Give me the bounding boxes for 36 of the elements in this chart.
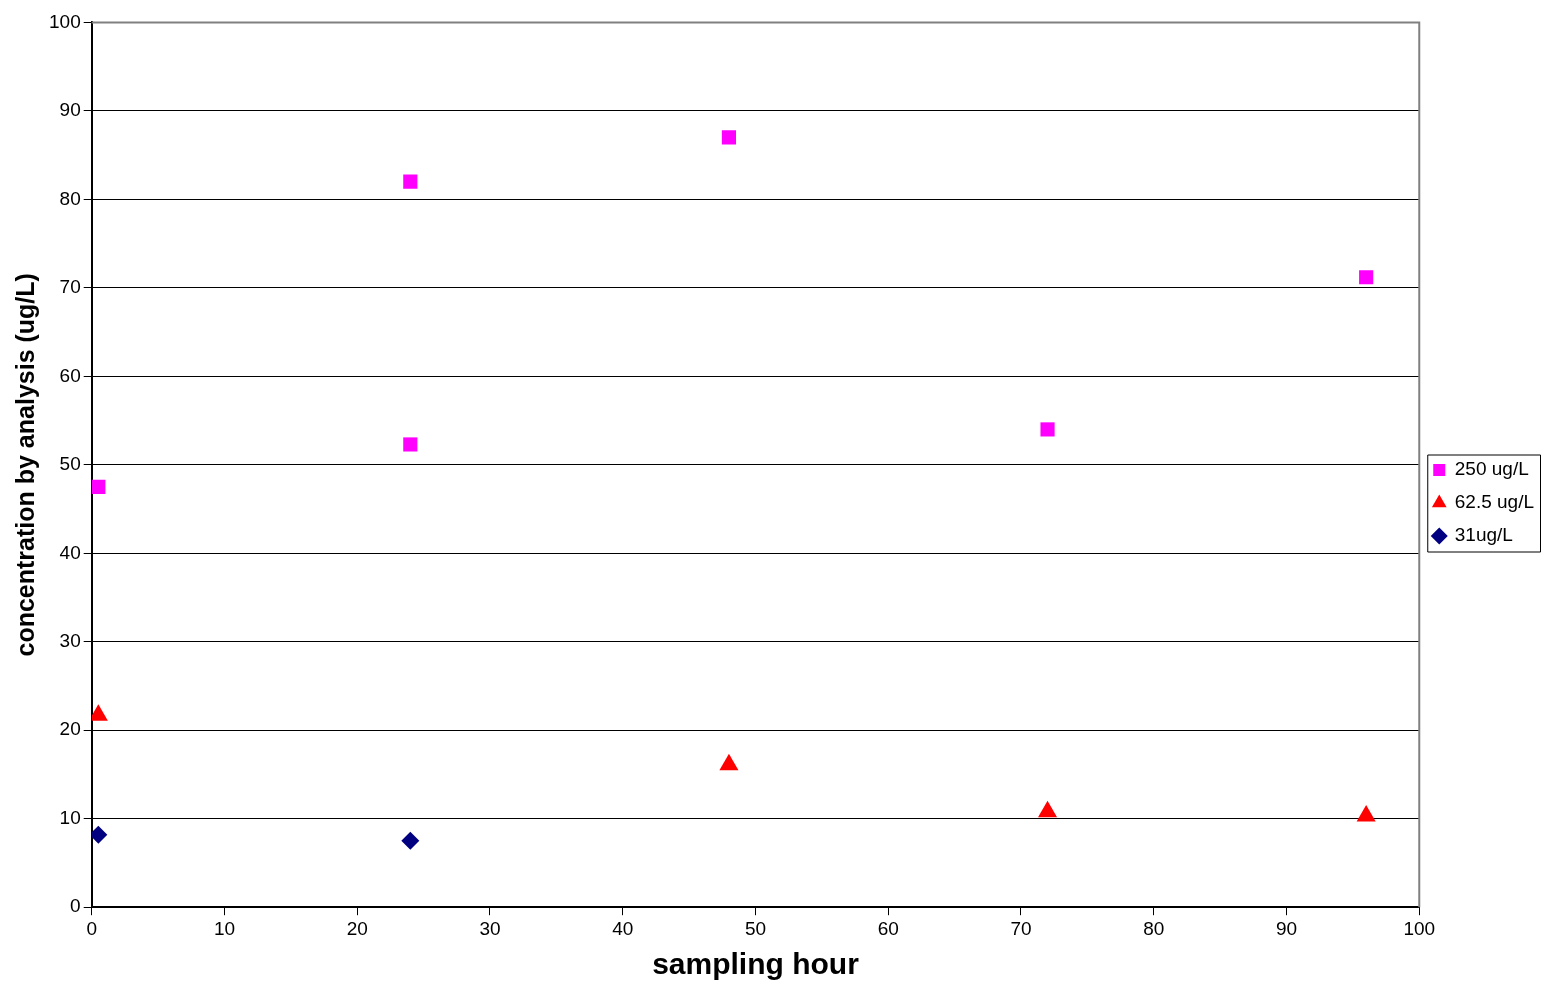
x-tick-label: 70 [1010,917,1032,939]
legend-label: 250 ug/L [1454,458,1529,480]
legend-label: 31ug/L [1454,524,1513,546]
point [1356,805,1376,822]
y-tick-label: 70 [59,276,81,298]
point [1359,270,1374,285]
y-tick-label: 90 [59,99,81,121]
point [721,130,736,145]
point [1038,800,1058,818]
point [719,753,739,771]
x-tick-label: 40 [612,917,634,939]
legend-label: 62.5 ug/L [1454,491,1535,513]
y-tick-label: 60 [59,364,81,386]
point [403,437,418,452]
y-axis-title: concentration by analysis (ug/L) [10,273,39,657]
x-tick-label: 80 [1143,917,1165,939]
y-tick-label: 20 [59,718,81,740]
x-tick-label: 60 [877,917,899,939]
point [91,479,106,494]
point [1040,422,1055,437]
y-tick-label: 40 [59,541,81,563]
y-tick-label: 30 [59,629,81,651]
x-tick-label: 20 [346,917,368,939]
y-tick-label: 80 [59,187,81,209]
x-tick-label: 0 [86,917,97,939]
y-tick-label: 10 [59,806,81,828]
x-tick-label: 90 [1275,917,1298,939]
y-tick-label: 0 [70,895,81,917]
x-axis-title: sampling hour [652,947,860,981]
x-tick-label: 30 [479,917,501,939]
x-tick-label: 100 [1403,917,1436,939]
y-tick-label: 50 [59,453,81,475]
x-tick-label: 50 [744,917,767,939]
x-tick-label: 10 [213,917,236,939]
point [403,174,418,189]
y-tick-label: 100 [49,10,81,32]
